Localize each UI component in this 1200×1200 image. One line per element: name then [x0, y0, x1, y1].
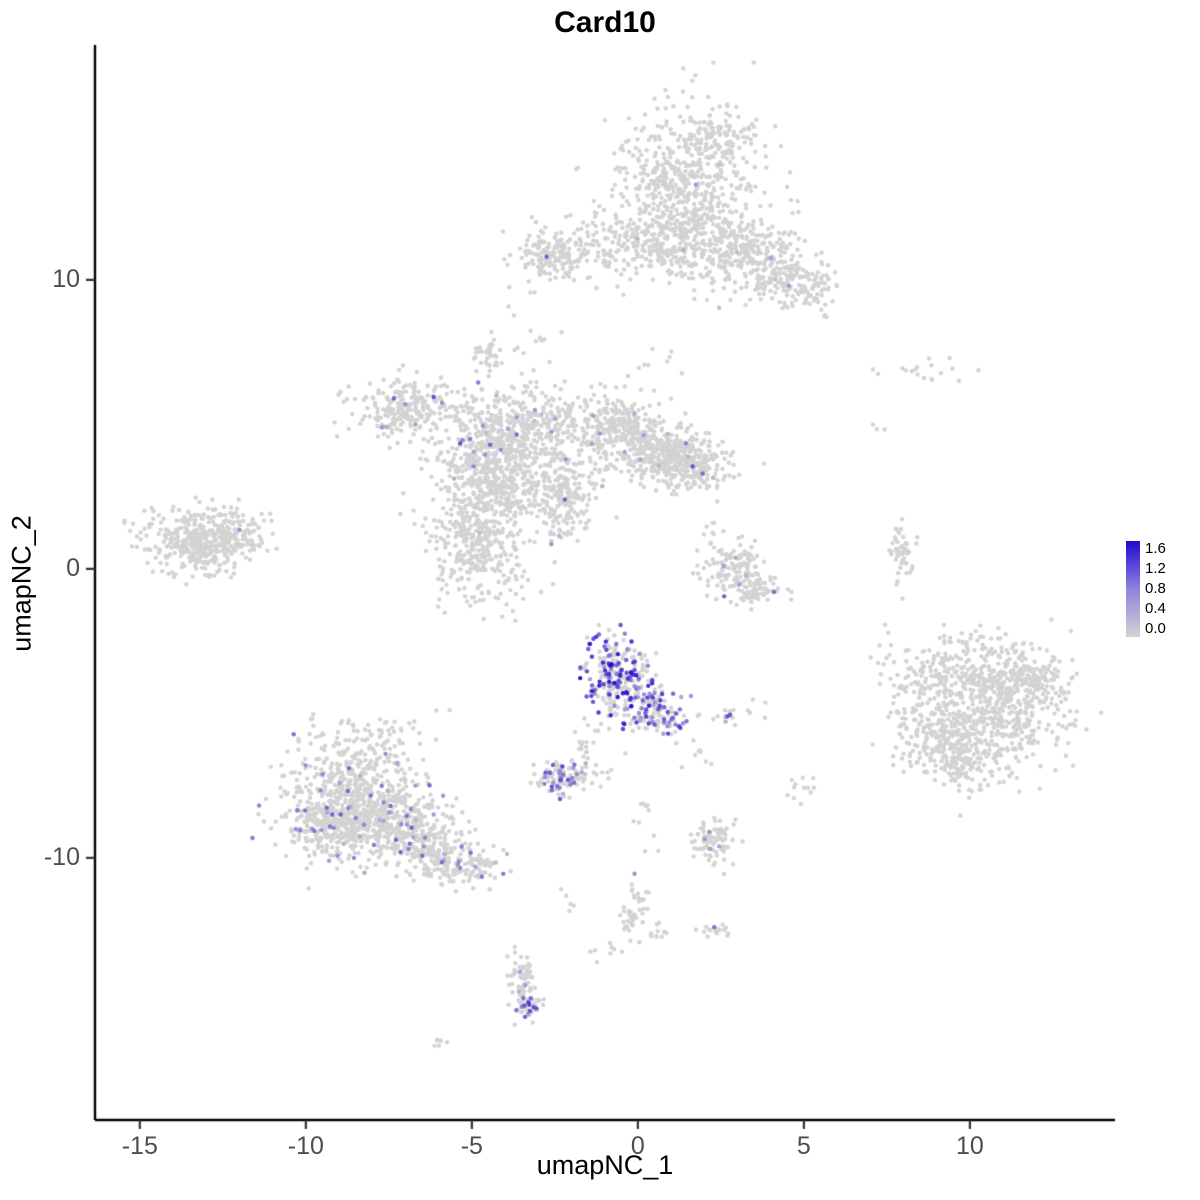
x-tick-label: -15 [121, 1132, 158, 1160]
plot-title: Card10 [554, 6, 656, 39]
legend-gradient-bar [1126, 541, 1140, 637]
legend-tick-label: 0.4 [1145, 600, 1166, 617]
y-tick-label: -10 [43, 842, 80, 871]
x-tick-label: -10 [287, 1132, 324, 1160]
x-tick-label: 5 [796, 1132, 811, 1160]
y-tick-label: 10 [52, 264, 80, 293]
x-tick-label: 10 [955, 1132, 984, 1160]
x-tick-label: 0 [630, 1132, 645, 1160]
legend-tick-label: 0.0 [1145, 620, 1166, 637]
legend-tick-label: 0.8 [1145, 580, 1166, 597]
legend-tick-label: 1.6 [1145, 540, 1166, 557]
x-tick-label: -5 [460, 1132, 483, 1160]
y-tick-label: 0 [66, 553, 80, 582]
x-axis-label: umapNC_1 [536, 1150, 674, 1180]
y-axis-label: umapNC_2 [6, 515, 37, 652]
legend-tick-label: 1.2 [1145, 560, 1166, 577]
